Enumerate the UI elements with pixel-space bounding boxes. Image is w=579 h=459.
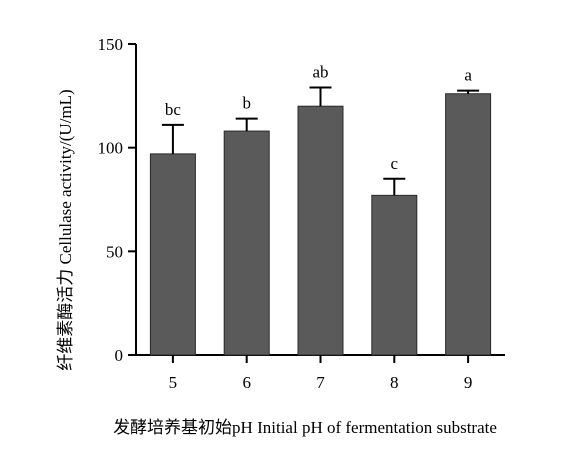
bar (297, 105, 344, 356)
significance-label: c (391, 154, 399, 173)
significance-label: b (242, 94, 251, 113)
bar (371, 194, 418, 356)
significance-label: a (464, 66, 472, 85)
y-axis-label: 纤维素酶活力 Cellulase activity/(U/mL) (56, 89, 75, 370)
y-tick-label: 100 (98, 139, 124, 158)
significance-labels: bc b ab c a (165, 63, 472, 173)
y-tick-label: 150 (98, 35, 124, 54)
x-tick-label: 7 (316, 373, 325, 392)
bars (149, 93, 492, 356)
significance-label: bc (165, 100, 182, 119)
x-tick-label: 9 (464, 373, 473, 392)
bar (149, 153, 196, 356)
error-bars (161, 86, 480, 196)
x-tick-label: 6 (242, 373, 251, 392)
x-tick-label: 5 (169, 373, 178, 392)
bar (445, 93, 492, 356)
bar (223, 130, 270, 356)
significance-label: ab (312, 63, 328, 82)
x-tick-label: 8 (390, 373, 399, 392)
x-axis-label: 发酵培养基初始pH Initial pH of fermentation sub… (113, 418, 497, 437)
y-tick-label: 0 (115, 346, 124, 365)
y-tick-label: 50 (106, 242, 123, 261)
ticks: 0 50 100 150 5 6 7 8 9 (98, 35, 473, 392)
